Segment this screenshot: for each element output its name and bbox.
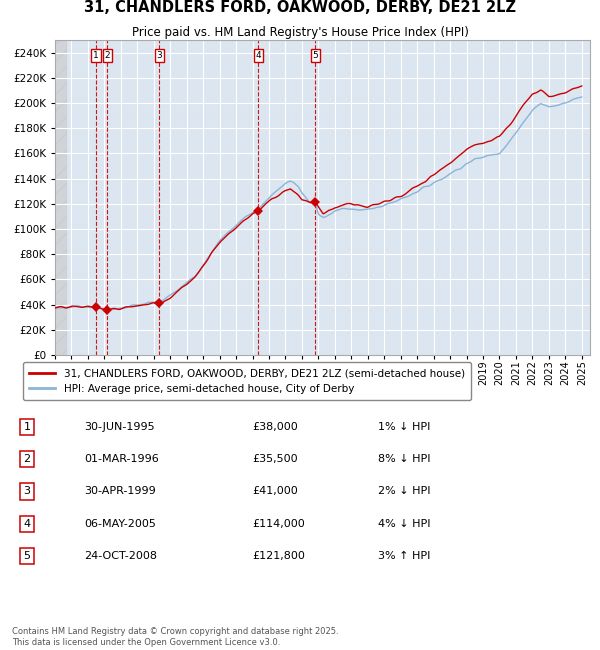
Text: £38,000: £38,000	[252, 422, 298, 432]
Text: 3% ↑ HPI: 3% ↑ HPI	[378, 551, 430, 561]
Text: 2: 2	[23, 454, 31, 464]
Text: 4% ↓ HPI: 4% ↓ HPI	[378, 519, 431, 529]
Text: 1: 1	[23, 422, 31, 432]
Text: £41,000: £41,000	[252, 486, 298, 497]
Text: 4: 4	[23, 519, 31, 529]
Text: 1% ↓ HPI: 1% ↓ HPI	[378, 422, 430, 432]
Bar	[55, 40, 67, 355]
Text: 06-MAY-2005: 06-MAY-2005	[84, 519, 156, 529]
Text: 3: 3	[23, 486, 31, 497]
Text: £35,500: £35,500	[252, 454, 298, 464]
Text: 3: 3	[157, 51, 162, 60]
Text: Price paid vs. HM Land Registry's House Price Index (HPI): Price paid vs. HM Land Registry's House …	[131, 26, 469, 39]
Text: 5: 5	[313, 51, 318, 60]
Text: 31, CHANDLERS FORD, OAKWOOD, DERBY, DE21 2LZ: 31, CHANDLERS FORD, OAKWOOD, DERBY, DE21…	[84, 0, 516, 15]
Text: Contains HM Land Registry data © Crown copyright and database right 2025.
This d: Contains HM Land Registry data © Crown c…	[12, 627, 338, 647]
Legend: 31, CHANDLERS FORD, OAKWOOD, DERBY, DE21 2LZ (semi-detached house), HPI: Average: 31, CHANDLERS FORD, OAKWOOD, DERBY, DE21…	[23, 362, 471, 400]
Text: 30-APR-1999: 30-APR-1999	[84, 486, 156, 497]
Text: £114,000: £114,000	[252, 519, 305, 529]
Text: 01-MAR-1996: 01-MAR-1996	[84, 454, 159, 464]
Text: £121,800: £121,800	[252, 551, 305, 561]
Text: 8% ↓ HPI: 8% ↓ HPI	[378, 454, 431, 464]
Text: 1: 1	[93, 51, 99, 60]
Text: 2: 2	[104, 51, 110, 60]
Text: 5: 5	[23, 551, 31, 561]
Text: 4: 4	[256, 51, 261, 60]
Text: 30-JUN-1995: 30-JUN-1995	[84, 422, 155, 432]
Text: 24-OCT-2008: 24-OCT-2008	[84, 551, 157, 561]
Text: 2% ↓ HPI: 2% ↓ HPI	[378, 486, 431, 497]
